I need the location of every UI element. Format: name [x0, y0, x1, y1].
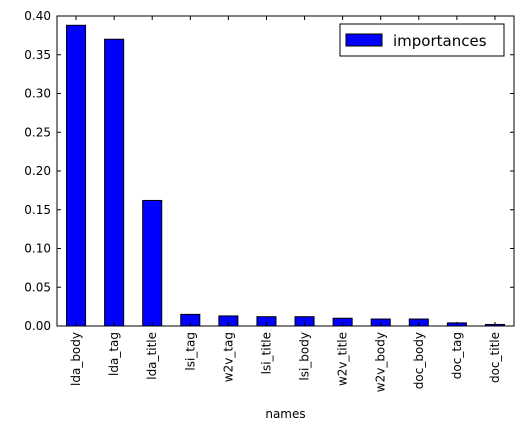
x-tick-label: doc_tag [450, 332, 464, 379]
y-tick-label: 0.40 [24, 9, 51, 23]
y-tick-label: 0.20 [24, 164, 51, 178]
bar-lda_body [66, 24, 87, 327]
y-axis: 0.00 0.05 0.10 0.15 0.20 0.25 0.30 0.35 0.40 [24, 9, 514, 333]
plot-area: 0.00 0.05 0.10 0.15 0.20 0.25 0.30 0.35 0.40 lda… [24, 9, 515, 392]
y-tick-label: 0.35 [24, 48, 51, 62]
y-tick-label: 0.30 [24, 87, 51, 101]
x-tick-label: w2v_tag [221, 332, 235, 382]
x-tick-label: lsi_body [298, 332, 312, 381]
y-tick-label: 0.15 [24, 203, 51, 217]
x-tick-label: w2v_body [374, 332, 388, 392]
bar-lda_tag [104, 38, 125, 327]
y-tick-label: 0.00 [24, 319, 51, 333]
x-tick-label: lsi_tag [183, 332, 197, 371]
y-tick-label: 0.10 [24, 242, 51, 256]
x-tick-label: lda_body [69, 332, 83, 386]
bars-group [66, 24, 505, 327]
x-tick-label: lsi_title [259, 332, 273, 374]
x-axis-title: names [265, 407, 305, 421]
x-tick-label: w2v_title [336, 332, 350, 386]
bar-lda_title [142, 199, 163, 327]
legend-label: importances [393, 32, 487, 50]
x-tick-label: lda_title [145, 332, 159, 380]
y-tick-label: 0.05 [24, 280, 51, 294]
x-axis: lda_body lda_tag lda_title lsi_tag w2v_tag ls… [69, 16, 502, 392]
x-tick-label: lda_tag [107, 332, 121, 376]
x-tick-label: doc_body [412, 332, 426, 389]
x-tick-label: doc_title [488, 332, 502, 383]
legend: importances [339, 23, 505, 57]
legend-swatch [345, 33, 383, 47]
y-tick-label: 0.25 [24, 125, 51, 139]
plot-frame [56, 15, 515, 327]
